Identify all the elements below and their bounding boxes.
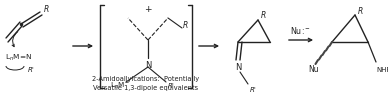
Text: R: R	[183, 22, 188, 31]
Text: R': R'	[250, 87, 257, 93]
Text: N: N	[145, 60, 151, 70]
Text: L$_n$M$^-$: L$_n$M$^-$	[110, 81, 130, 91]
Text: Nu: Nu	[309, 65, 319, 74]
Text: Nu:$^-$: Nu:$^-$	[291, 24, 312, 36]
Text: +: +	[144, 5, 152, 14]
Text: Versatile 1,3-dipole equivalents: Versatile 1,3-dipole equivalents	[94, 85, 199, 91]
Text: R: R	[358, 7, 363, 15]
Text: R: R	[261, 12, 266, 21]
Text: NHR': NHR'	[376, 67, 388, 73]
Text: R': R'	[28, 67, 35, 73]
Text: R': R'	[168, 83, 175, 89]
Text: 2-Amidoallylcations:  Potentially: 2-Amidoallylcations: Potentially	[92, 76, 199, 82]
Text: L$_n$M=N: L$_n$M=N	[5, 53, 32, 63]
Text: N: N	[235, 63, 241, 72]
Text: R: R	[44, 5, 49, 14]
